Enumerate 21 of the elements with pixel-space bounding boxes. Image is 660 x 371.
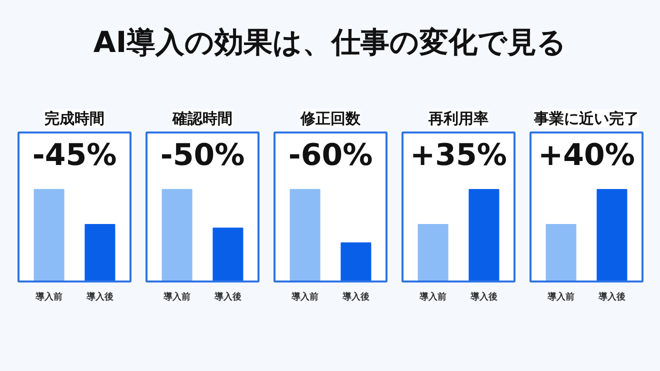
x-tick-label: 導入前	[290, 292, 319, 302]
x-tick-label: 導入後	[597, 292, 626, 302]
chart-title: 確認時間	[172, 110, 232, 128]
x-tick-label: 導入後	[469, 292, 498, 302]
text: -60%	[288, 138, 373, 173]
chart-title: 修正回数	[300, 110, 362, 128]
chart-title: 完成時間	[44, 110, 104, 128]
x-tick-label: 導入後	[341, 292, 370, 302]
x-tick-label: 導入後	[85, 292, 114, 302]
x-tick-label: 導入前	[162, 292, 191, 302]
text: AI導入の効果は、仕事の変化で見る	[92, 24, 568, 61]
chart-title: 事業に近い完了	[533, 110, 639, 128]
x-tick-label: 導入前	[418, 292, 447, 302]
text: -50%	[160, 138, 245, 173]
x-tick-label: 導入後	[213, 292, 242, 302]
chart-title: 再利用率	[428, 110, 488, 128]
text: +35%	[410, 138, 507, 173]
text: -45%	[32, 138, 117, 173]
x-tick-label: 導入前	[546, 292, 575, 302]
x-tick-label: 導入前	[34, 292, 63, 302]
text: +40%	[538, 138, 635, 173]
